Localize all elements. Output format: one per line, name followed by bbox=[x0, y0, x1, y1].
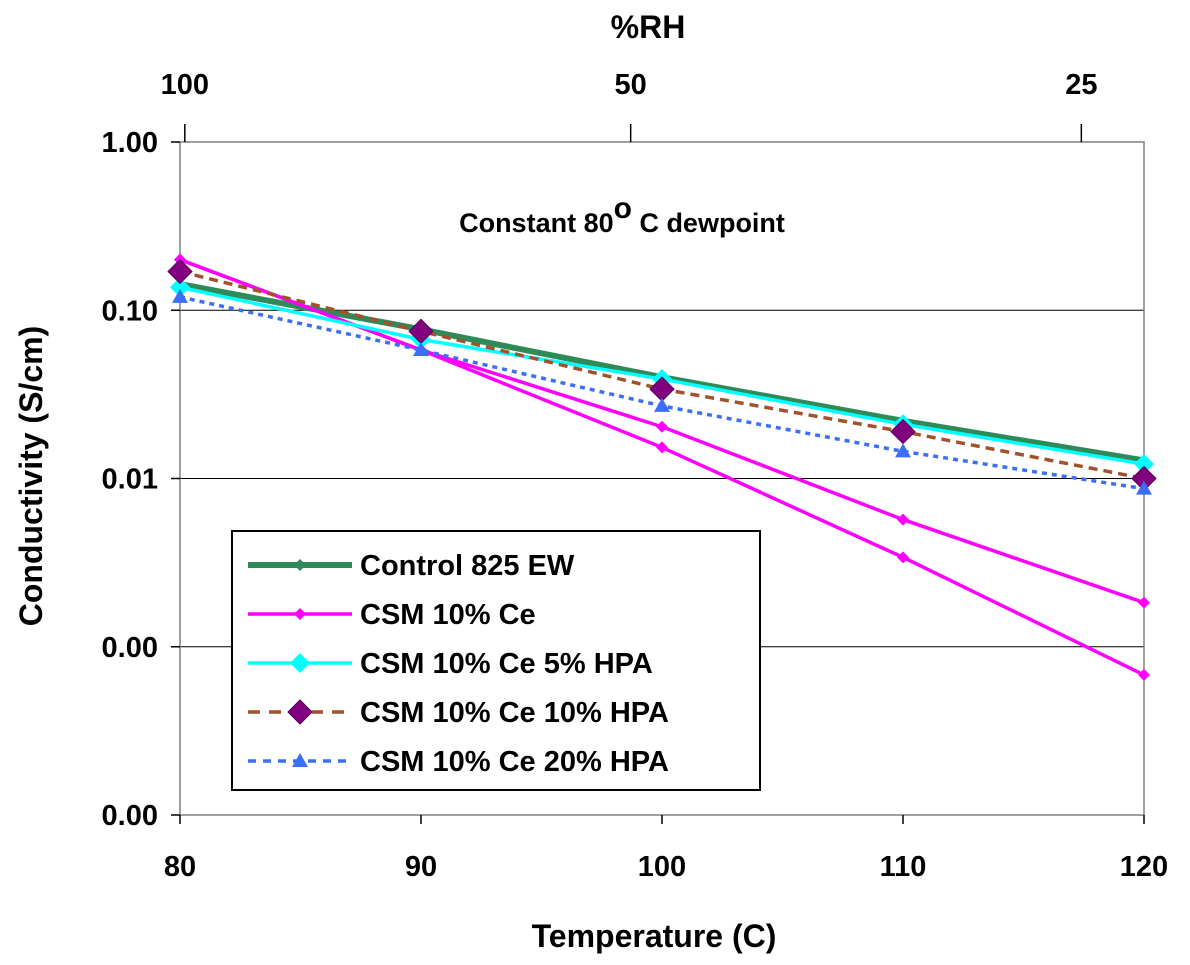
series-marker bbox=[413, 342, 429, 357]
legend: Control 825 EW CSM 10% Ce CSM 10% Ce 5% HP… bbox=[231, 530, 761, 791]
series-marker bbox=[170, 277, 190, 298]
y-tick-label: 0.01 bbox=[102, 464, 158, 496]
y-tick-label: 0.00 bbox=[102, 800, 158, 832]
legend-box bbox=[231, 530, 761, 791]
series-marker bbox=[895, 443, 911, 458]
series-marker bbox=[167, 258, 193, 285]
series-csm-10pct-ce-2 bbox=[174, 253, 1150, 609]
series-csm-10pct-ce-10pct-hpa bbox=[167, 258, 1157, 492]
series-marker bbox=[294, 608, 306, 620]
series-marker bbox=[294, 559, 306, 571]
x-tick-label: 80 bbox=[164, 851, 196, 883]
dewpoint-annotation-degree: o bbox=[614, 192, 632, 225]
x-tick-label: 90 bbox=[405, 851, 437, 883]
series-marker bbox=[1138, 596, 1150, 609]
legend-label: CSM 10% Ce 5% HPA bbox=[360, 648, 653, 680]
legend-entry-csm-10pct-ce-20pct-hpa: CSM 10% Ce 20% HPA bbox=[248, 746, 669, 778]
x-tick-label: 110 bbox=[880, 851, 927, 883]
series-marker bbox=[1136, 480, 1152, 495]
legend-entry-csm-10pct-ce: CSM 10% Ce bbox=[248, 599, 536, 631]
legend-label: Control 825 EW bbox=[360, 550, 575, 582]
y-tick-label: 0.00 bbox=[102, 632, 158, 664]
secondary-x-tick-label: 100 bbox=[161, 69, 209, 101]
x-axis-title: Temperature (C) bbox=[532, 918, 777, 954]
y-tick-label: 1.00 bbox=[102, 127, 158, 159]
series-marker bbox=[656, 441, 668, 454]
y-tick-label: 0.10 bbox=[102, 295, 158, 327]
series-csm-10pct-ce-20pct-hpa bbox=[172, 288, 1152, 495]
series-marker bbox=[287, 699, 313, 725]
dewpoint-annotation: Constant 80o C dewpoint bbox=[459, 192, 785, 238]
series-marker bbox=[654, 397, 670, 412]
series-marker bbox=[897, 551, 909, 564]
legend-entry-csm-10pct-ce-5pct-hpa: CSM 10% Ce 5% HPA bbox=[248, 648, 653, 680]
legend-label: CSM 10% Ce bbox=[360, 599, 536, 631]
legend-label: CSM 10% Ce 10% HPA bbox=[360, 697, 669, 729]
series-marker bbox=[1134, 453, 1154, 474]
legend-entry-control-825-ew: Control 825 EW bbox=[248, 550, 575, 582]
legend-entry-csm-10pct-ce-10pct-hpa: CSM 10% Ce 10% HPA bbox=[248, 697, 669, 729]
x-tick-label: 100 bbox=[638, 851, 686, 883]
dewpoint-annotation-prefix: Constant 80 bbox=[459, 208, 614, 238]
series-marker bbox=[897, 513, 909, 526]
secondary-x-tick-label: 50 bbox=[615, 69, 647, 101]
y-axis-title: Conductivity (S/cm) bbox=[13, 326, 49, 626]
series-marker bbox=[1138, 668, 1150, 681]
series-marker bbox=[172, 288, 188, 303]
series-marker bbox=[292, 753, 308, 767]
secondary-x-tick-label: 25 bbox=[1065, 69, 1097, 101]
x-tick-label: 120 bbox=[1120, 851, 1168, 883]
series-layer bbox=[167, 253, 1157, 681]
legend-label: CSM 10% Ce 20% HPA bbox=[360, 746, 669, 778]
dewpoint-annotation-suffix: C dewpoint bbox=[632, 208, 785, 238]
series-marker bbox=[656, 420, 668, 433]
secondary-x-axis-title: %RH bbox=[611, 9, 686, 45]
series-marker bbox=[290, 653, 310, 673]
